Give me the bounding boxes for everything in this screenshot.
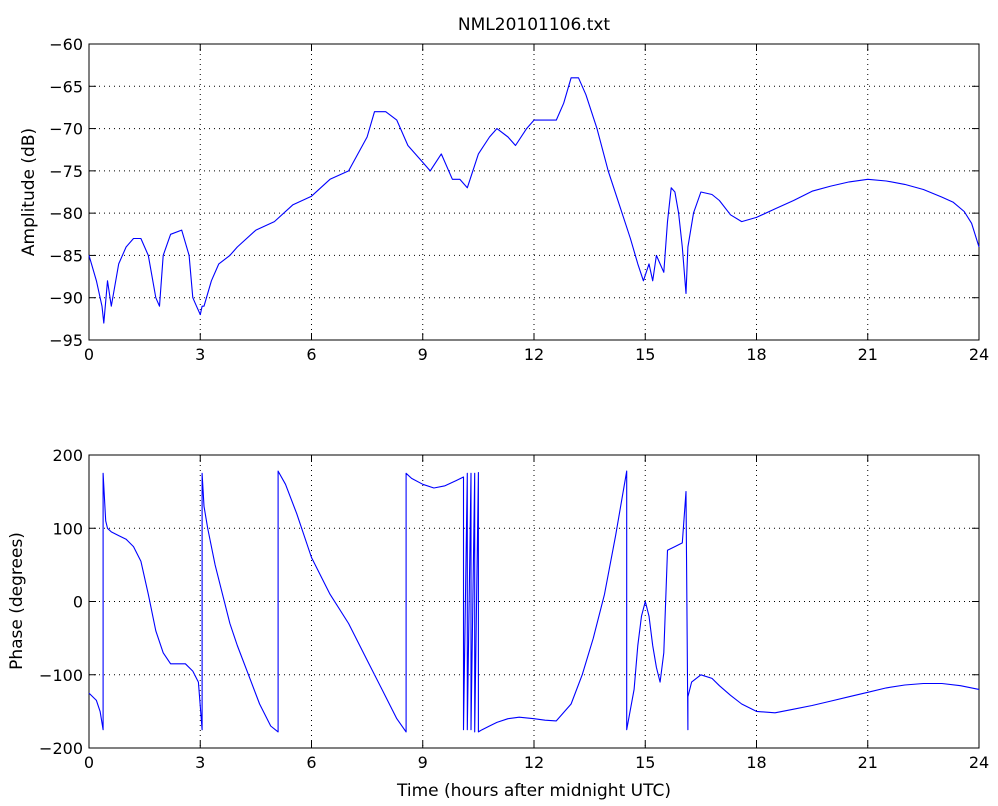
phase-series-line: [88, 470, 980, 733]
phase-x-tick-label: 18: [746, 753, 766, 772]
amplitude-panel: 0 3 6 9 12 15 18 21 24 −95 −90 −85 −80 −75 −70 −65 −60 A…: [19, 35, 989, 364]
amplitude-ticks: 0 3 6 9 12 15 18 21 24 −95 −90 −85 −80 −75 −70 −65 −60: [49, 35, 989, 364]
amplitude-series-line: [88, 77, 980, 324]
amplitude-y-tick-label: −95: [49, 331, 83, 350]
amplitude-grid: [89, 44, 979, 340]
phase-x-tick-label: 12: [524, 753, 544, 772]
amplitude-y-tick-label: −60: [49, 35, 83, 54]
phase-x-tick-label: 3: [195, 753, 205, 772]
phase-x-tick-label: 24: [969, 753, 989, 772]
phase-y-tick-label: 0: [73, 593, 83, 612]
phase-y-tick-label: 200: [52, 446, 83, 465]
amplitude-y-tick-label: −85: [49, 246, 83, 265]
amplitude-axes-box: [88, 43, 980, 341]
phase-y-tick-label: −100: [39, 666, 83, 685]
phase-y-tick-label: 100: [52, 519, 83, 538]
phase-y-axis-label: Phase (degrees): [7, 532, 27, 670]
phase-ticks: 0 3 6 9 12 15 18 21 24 −200 −100 0 100 200: [39, 446, 989, 772]
amplitude-y-axis-label: Amplitude (dB): [19, 128, 39, 256]
phase-x-tick-label: 21: [858, 753, 878, 772]
phase-x-tick-label: 6: [306, 753, 316, 772]
phase-y-tick-label: −200: [39, 739, 83, 758]
phase-x-tick-label: 15: [635, 753, 655, 772]
amplitude-x-tick-label: 12: [524, 345, 544, 364]
x-axis-label: Time (hours after midnight UTC): [396, 781, 671, 801]
amplitude-y-tick-label: −70: [49, 120, 83, 139]
amplitude-x-tick-label: 24: [969, 345, 989, 364]
amplitude-x-tick-label: 9: [418, 345, 428, 364]
chart-title: NML20101106.txt: [458, 15, 611, 35]
amplitude-y-tick-label: −65: [49, 77, 83, 96]
phase-grid: [89, 455, 979, 748]
amplitude-y-tick-label: −75: [49, 162, 83, 181]
amplitude-x-tick-label: 6: [306, 345, 316, 364]
phase-x-tick-label: 0: [84, 753, 94, 772]
amplitude-x-tick-label: 3: [195, 345, 205, 364]
amplitude-x-tick-label: 18: [746, 345, 766, 364]
amplitude-x-tick-label: 15: [635, 345, 655, 364]
amplitude-x-tick-label: 21: [858, 345, 878, 364]
phase-panel: 0 3 6 9 12 15 18 21 24 −200 −100 0 100 200 Phase (deg…: [7, 446, 989, 801]
amplitude-y-tick-label: −90: [49, 289, 83, 308]
amplitude-x-tick-label: 0: [84, 345, 94, 364]
amplitude-y-tick-label: −80: [49, 204, 83, 223]
phase-x-tick-label: 9: [418, 753, 428, 772]
